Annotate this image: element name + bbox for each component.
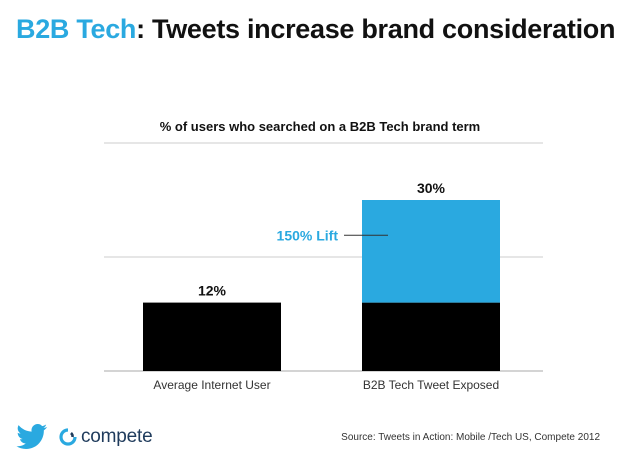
bar-base-1 (143, 302, 281, 371)
data-label-2: 30% (417, 180, 446, 196)
category-label-2: B2B Tech Tweet Exposed (363, 378, 499, 392)
footer-logos: compete (16, 424, 153, 450)
annotation-lift-label: 150% Lift (277, 227, 339, 243)
bar-lift-2 (362, 200, 500, 303)
bars (143, 200, 500, 371)
title-rest: : Tweets increase brand consideration (136, 14, 616, 44)
title-accent: B2B Tech (16, 14, 137, 44)
category-label-1: Average Internet User (153, 378, 270, 392)
compete-logo: compete (58, 426, 153, 448)
labels: 12% Average Internet User 30% B2B Tech Twee… (153, 180, 499, 392)
compete-wordmark: compete (81, 426, 153, 447)
data-label-1: 12% (198, 283, 227, 299)
compete-icon (59, 428, 77, 446)
bar-chart: % of users who searched on a B2B Tech br… (104, 119, 543, 392)
twitter-bird-icon (16, 424, 48, 449)
source-note: Source: Tweets in Action: Mobile /Tech U… (341, 432, 600, 443)
chart-title: % of users who searched on a B2B Tech br… (160, 119, 481, 134)
page-title: B2B Tech: Tweets increase brand consider… (16, 14, 615, 45)
bar-base-2 (362, 302, 500, 371)
